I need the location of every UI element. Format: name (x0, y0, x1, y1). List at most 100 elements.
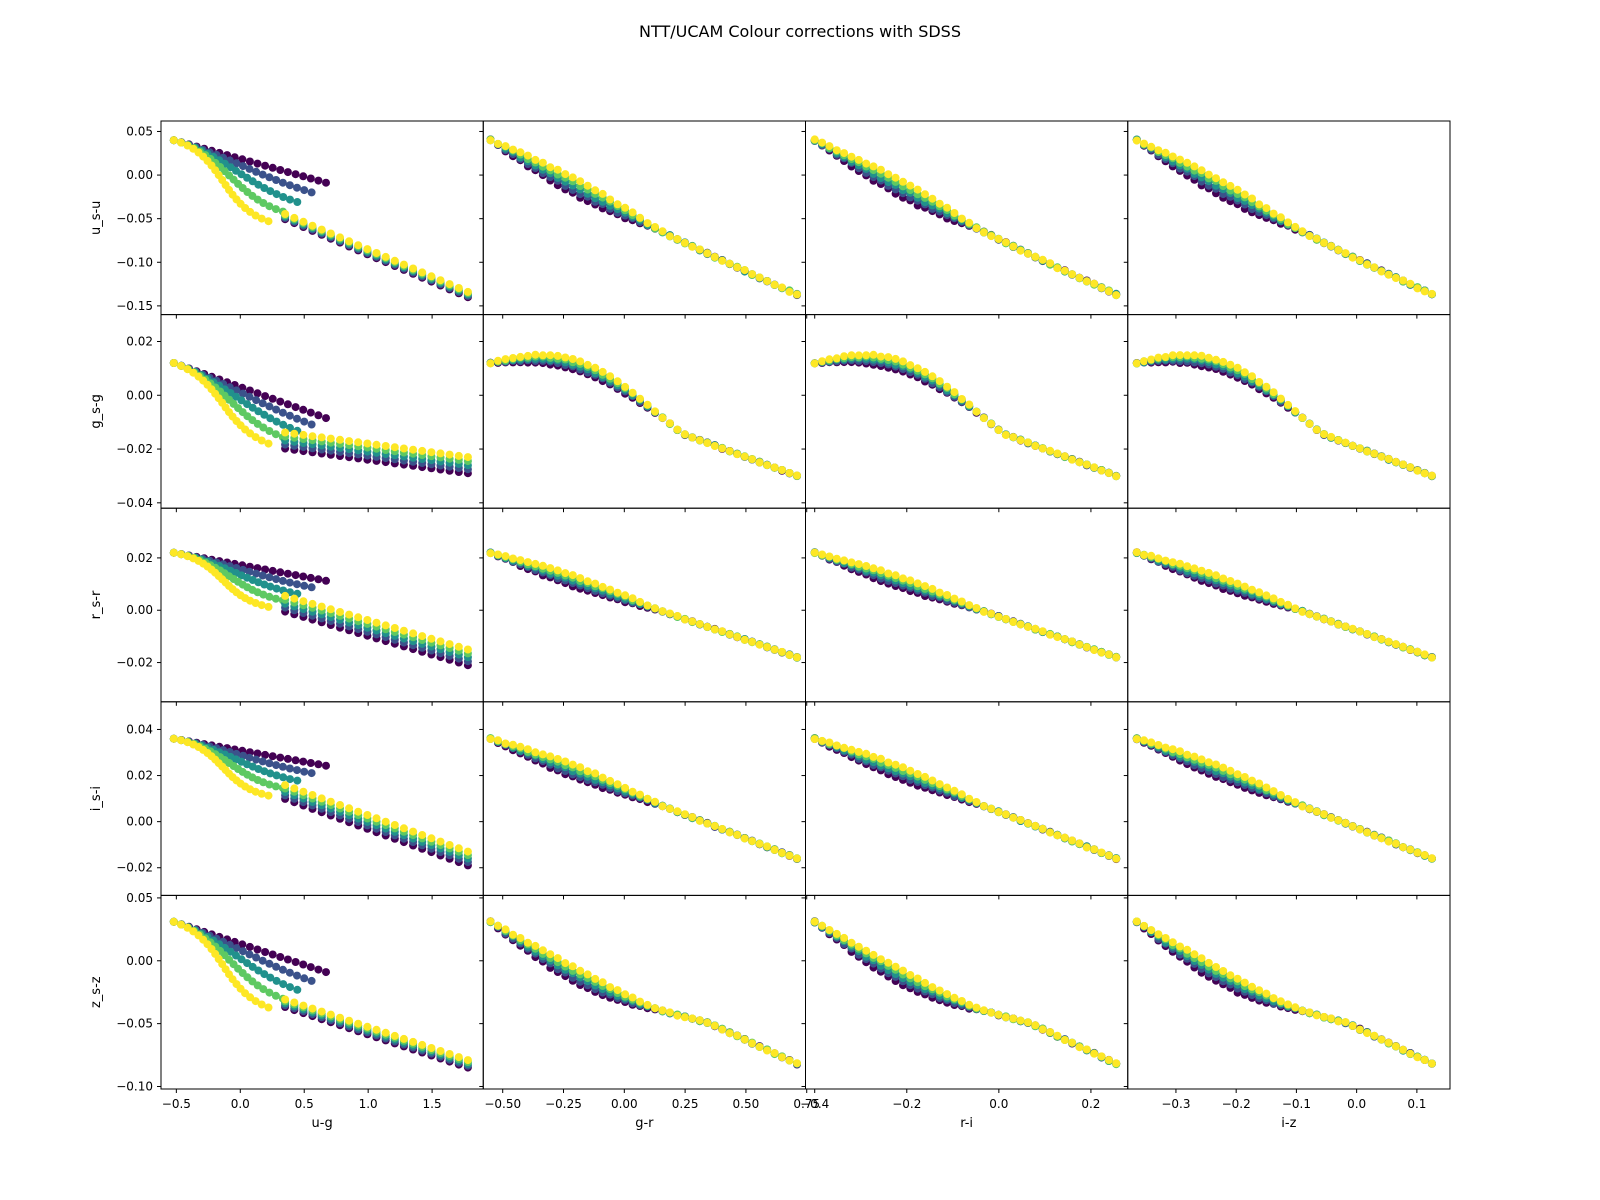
data-point (1334, 816, 1343, 825)
data-point (1176, 942, 1184, 951)
axes-frame (805, 120, 1129, 316)
data-point (957, 214, 966, 223)
data-point (891, 962, 900, 971)
data-point (326, 605, 335, 614)
subplot-r0-c3 (1123, 120, 1451, 319)
data-point (1233, 185, 1242, 194)
data-point (409, 445, 418, 454)
data-point (568, 571, 577, 580)
data-point (1427, 854, 1436, 863)
data-point (1147, 738, 1156, 747)
data-point (538, 561, 547, 570)
data-point (1377, 635, 1386, 644)
x-axis-label: u-g (312, 1116, 333, 1131)
points-r2-c1 (486, 548, 801, 662)
data-point (1154, 554, 1163, 563)
data-point (793, 290, 801, 299)
data-point (445, 450, 454, 459)
data-point (869, 950, 878, 959)
data-point (272, 976, 281, 985)
data-point (260, 410, 269, 419)
data-point (899, 966, 907, 975)
data-point (972, 224, 981, 233)
data-point (1406, 1049, 1415, 1058)
data-point (271, 594, 280, 603)
data-point (869, 162, 878, 171)
data-point (755, 839, 764, 848)
data-point (725, 1029, 734, 1038)
data-point (840, 352, 849, 361)
data-point (516, 742, 525, 751)
data-point (1284, 218, 1292, 227)
data-point (1312, 807, 1321, 816)
data-point (854, 351, 863, 360)
data-point (322, 761, 330, 770)
data-point (628, 787, 637, 796)
data-point (463, 453, 472, 462)
data-point (285, 764, 294, 773)
data-point (1140, 357, 1148, 366)
data-point (300, 186, 309, 195)
data-point (314, 411, 323, 420)
data-point (268, 394, 277, 403)
data-point (710, 625, 719, 634)
data-point (300, 417, 309, 426)
data-point (291, 571, 300, 580)
data-point (1090, 463, 1099, 472)
data-point (259, 199, 268, 207)
data-point (509, 740, 517, 749)
data-point (509, 354, 517, 362)
data-point (884, 353, 893, 362)
data-point (272, 190, 281, 199)
data-point (1053, 831, 1062, 840)
data-point (1009, 1014, 1018, 1023)
data-point (1053, 264, 1062, 273)
data-point (1090, 279, 1099, 288)
data-point (1291, 798, 1300, 807)
data-point (1154, 146, 1163, 155)
data-point (688, 242, 697, 251)
data-point (1060, 452, 1069, 461)
data-point (1399, 1045, 1408, 1054)
data-point (1255, 779, 1264, 788)
data-point (1399, 642, 1408, 651)
data-point (825, 552, 834, 561)
subplot-r3-c0: 0.04 0.02 0.00 −0.02 i_s-i (89, 701, 484, 900)
data-point (1204, 568, 1213, 577)
points-r3-c0 (169, 734, 472, 870)
data-point (546, 163, 555, 172)
data-point (372, 814, 381, 823)
data-point (1240, 773, 1249, 781)
data-point (1363, 260, 1372, 269)
data-point (281, 428, 290, 437)
data-point (825, 926, 834, 934)
data-point (177, 736, 185, 745)
data-point (390, 624, 399, 632)
points-r0-c1 (486, 135, 801, 300)
data-point (1334, 1017, 1343, 1026)
subplot-r4-c0: 0.05 0.00 −0.05 −0.10 −0.5 0.0 0.5 1.0 1.5 z_s-zu… (89, 891, 484, 1131)
data-point (651, 604, 659, 613)
data-point (266, 582, 275, 591)
data-point (1031, 624, 1040, 633)
data-point (306, 573, 315, 582)
data-point (688, 1014, 697, 1023)
data-point (770, 1049, 779, 1058)
y-tick-label: 0.04 (126, 722, 153, 736)
data-point (665, 419, 674, 428)
data-point (252, 396, 261, 405)
data-point (1204, 353, 1213, 362)
data-point (290, 213, 299, 222)
data-point (1190, 564, 1199, 573)
data-point (286, 983, 294, 992)
y-axis-label: z_s-z (89, 976, 104, 1008)
data-point (818, 736, 827, 745)
y-tick-label: −0.02 (116, 861, 153, 875)
points-r1-c0 (169, 359, 472, 478)
data-point (1009, 813, 1018, 822)
data-point (399, 626, 408, 635)
data-point (598, 582, 607, 591)
data-point (598, 367, 607, 376)
data-point (994, 1010, 1003, 1019)
data-point (293, 776, 302, 785)
